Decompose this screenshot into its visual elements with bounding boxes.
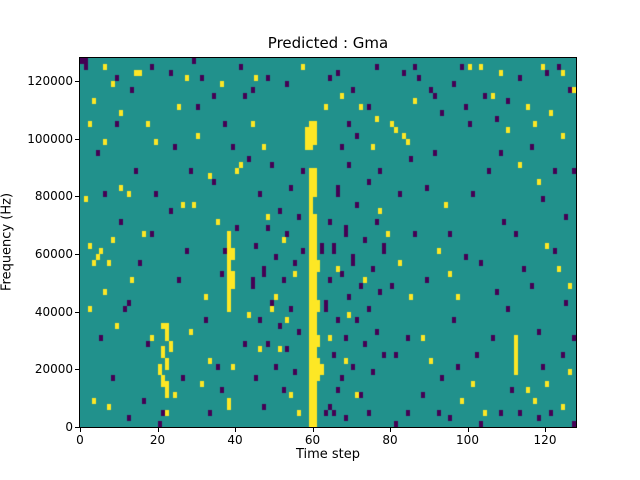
chart-title: Predicted : Gma [267, 34, 389, 52]
y-tick-label: 60000 [34, 247, 73, 262]
x-tick-label: 100 [456, 433, 479, 447]
x-tick-label: 20 [149, 433, 166, 447]
y-tick-mark [75, 311, 79, 313]
x-tick-label: 60 [304, 433, 321, 447]
y-tick-label: 80000 [34, 189, 73, 204]
y-tick-mark [75, 369, 79, 371]
x-tick-mark [157, 428, 159, 432]
x-tick-mark [545, 428, 546, 432]
heatmap-canvas [80, 58, 576, 427]
x-axis-label: Time step [295, 447, 361, 462]
y-axis-label: Frequency (Hz) [0, 192, 15, 292]
y-tick-mark [75, 138, 79, 140]
y-tick-mark [75, 254, 79, 256]
x-tick-mark [235, 428, 236, 432]
x-tick-label: 120 [533, 433, 557, 447]
x-tick-mark [390, 428, 391, 432]
y-tick-mark [75, 81, 79, 83]
plot-area [79, 57, 577, 428]
x-tick-mark [80, 428, 81, 432]
y-tick-label: 120000 [27, 74, 73, 89]
x-tick-label: 40 [227, 433, 243, 447]
y-tick-label: 40000 [34, 304, 73, 319]
x-tick-mark [312, 428, 314, 432]
y-tick-mark [75, 196, 79, 198]
y-tick-mark [75, 427, 79, 428]
x-tick-label: 0 [76, 433, 84, 447]
x-tick-mark [467, 428, 469, 432]
y-tick-label: 0 [65, 420, 73, 434]
x-tick-label: 80 [382, 433, 398, 447]
y-tick-label: 20000 [34, 362, 73, 377]
y-tick-label: 100000 [27, 131, 73, 146]
